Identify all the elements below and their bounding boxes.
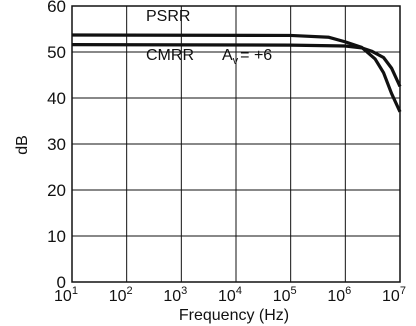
data-series xyxy=(71,33,402,113)
cmrr-text: CMRR xyxy=(146,47,194,64)
x-axis-ticks: 101 102 103 104 105 106 107 xyxy=(54,285,406,305)
gain-symbol: A xyxy=(222,47,233,64)
gain-label: Av = +6 xyxy=(222,47,272,67)
x-tick-label: 102 xyxy=(109,285,133,305)
y-tick-label: 0 xyxy=(57,273,66,292)
gain-value: = +6 xyxy=(240,47,272,64)
y-tick-label: 10 xyxy=(47,227,66,246)
y-tick-label: 40 xyxy=(47,89,66,108)
series-line-cmrr xyxy=(71,43,402,88)
x-axis-title: Frequency (Hz) xyxy=(179,307,289,324)
x-tick-label: 103 xyxy=(163,285,187,305)
plot-frame xyxy=(71,5,401,283)
y-tick-label: 20 xyxy=(47,181,66,200)
psrr-label: PSRR xyxy=(146,8,190,25)
x-tick-label: 101 xyxy=(54,285,78,305)
y-tick-label: 30 xyxy=(47,135,66,154)
x-tick-label: 105 xyxy=(273,285,297,305)
y-tick-label: 60 xyxy=(47,0,66,16)
x-tick-label: 106 xyxy=(327,285,351,305)
gain-subscript: v xyxy=(233,55,239,67)
y-tick-label: 50 xyxy=(47,43,66,62)
cmrr-label: CMRR xyxy=(146,47,194,64)
x-tick-label: 107 xyxy=(382,285,406,305)
y-axis-title: dB xyxy=(14,135,31,155)
x-tick-label: 104 xyxy=(218,285,242,305)
y-axis-ticks: 0 10 20 30 40 50 60 xyxy=(47,0,66,292)
